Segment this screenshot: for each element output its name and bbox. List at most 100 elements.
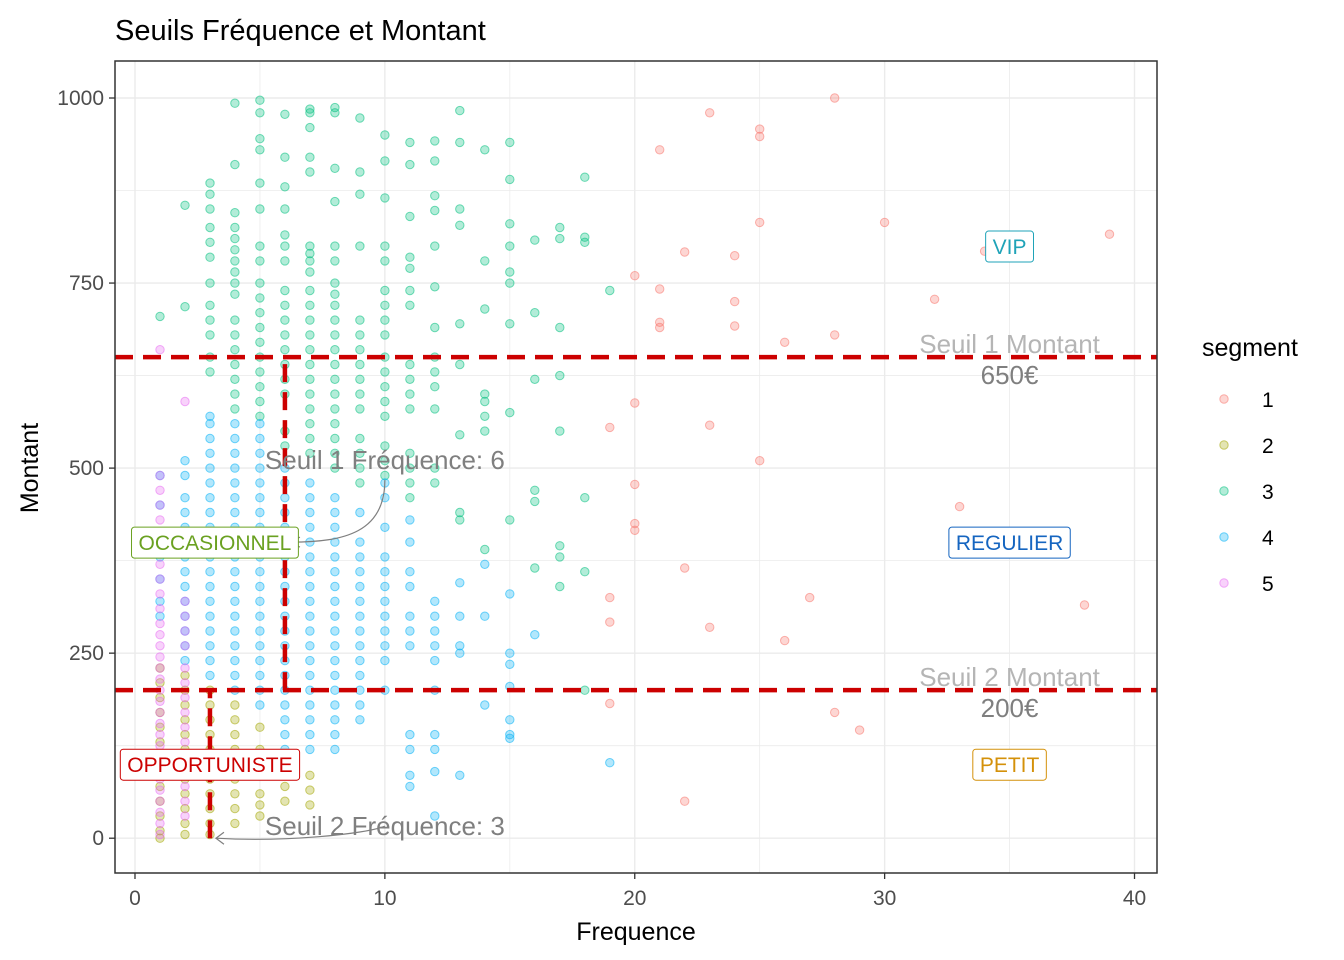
data-point — [380, 596, 390, 606]
data-point — [280, 109, 290, 120]
data-point — [380, 193, 390, 203]
data-point — [430, 241, 440, 251]
data-point — [155, 470, 165, 481]
data-point — [255, 278, 265, 288]
segment-label-opportuniste: OPPORTUNISTE — [119, 748, 301, 781]
data-point — [205, 626, 215, 636]
data-point — [330, 655, 340, 666]
data-point — [405, 211, 415, 222]
data-point — [405, 374, 415, 384]
data-point — [330, 596, 340, 606]
data-point — [230, 715, 240, 725]
x-tick-label: 20 — [623, 887, 646, 910]
data-point — [355, 655, 365, 666]
data-point — [505, 137, 515, 148]
data-point — [380, 241, 390, 251]
data-point — [405, 493, 415, 503]
data-point — [205, 189, 215, 199]
data-point — [230, 567, 240, 577]
data-point — [355, 537, 365, 547]
data-point — [305, 800, 315, 810]
data-point — [755, 124, 765, 134]
data-point — [255, 419, 265, 429]
data-point — [505, 589, 515, 599]
data-point — [405, 781, 415, 792]
data-point — [480, 256, 490, 266]
montant-threshold-value-1: 650€ — [981, 360, 1039, 390]
data-point — [355, 596, 365, 606]
data-point — [580, 685, 590, 695]
data-point — [230, 256, 240, 266]
data-point — [305, 493, 315, 503]
data-point — [205, 178, 215, 188]
data-point — [780, 635, 790, 646]
data-point — [305, 359, 315, 370]
data-point — [305, 315, 315, 325]
data-point — [480, 559, 490, 569]
segment-label-regulier: REGULIER — [948, 526, 1071, 559]
data-point — [1079, 600, 1090, 610]
data-point — [330, 433, 340, 444]
frequence-threshold-label-2: Seuil 2 Fréquence: 3 — [265, 811, 505, 841]
data-point — [355, 404, 365, 414]
data-point — [380, 300, 390, 310]
data-point — [455, 359, 465, 370]
data-point — [455, 105, 465, 116]
data-point — [330, 715, 340, 725]
data-point — [330, 507, 340, 518]
data-point — [355, 433, 365, 444]
data-point — [205, 596, 215, 606]
data-point — [655, 284, 665, 294]
data-point — [255, 178, 265, 188]
data-point — [255, 800, 265, 810]
data-point — [330, 419, 340, 429]
data-point — [180, 396, 190, 407]
data-point — [305, 167, 315, 177]
data-point — [305, 729, 315, 740]
data-point — [205, 300, 215, 310]
data-point — [380, 470, 390, 481]
data-point — [405, 463, 415, 473]
data-point — [480, 411, 490, 421]
data-point — [305, 478, 315, 488]
legend-label-1: 1 — [1262, 389, 1274, 412]
data-point — [255, 700, 265, 710]
data-point — [605, 285, 615, 296]
data-point — [230, 222, 240, 233]
data-point — [830, 707, 840, 718]
data-point — [155, 515, 165, 525]
series-5 — [155, 345, 190, 840]
data-point — [230, 208, 240, 218]
data-point — [155, 630, 165, 640]
data-point — [355, 478, 365, 488]
legend-key-3 — [1219, 486, 1229, 496]
data-point — [580, 237, 590, 248]
data-point — [430, 596, 440, 606]
data-point — [430, 766, 440, 777]
data-point — [455, 578, 465, 588]
data-point — [305, 433, 315, 444]
data-point — [255, 611, 265, 621]
data-point — [1104, 229, 1115, 239]
data-point — [255, 478, 265, 488]
data-point — [305, 345, 315, 355]
data-point — [505, 278, 515, 288]
data-point — [230, 818, 240, 829]
frequence-threshold-arrowhead-2 — [214, 831, 225, 845]
data-point — [205, 419, 215, 429]
data-point — [255, 256, 265, 266]
data-point — [330, 700, 340, 710]
data-point — [230, 267, 240, 277]
x-tick-label: 0 — [129, 887, 141, 910]
data-point — [430, 191, 440, 201]
data-point — [255, 396, 265, 407]
data-point — [380, 441, 390, 451]
data-point — [455, 507, 465, 518]
data-point — [305, 267, 315, 277]
data-point — [430, 626, 440, 636]
data-point — [155, 781, 165, 792]
data-point — [380, 626, 390, 636]
data-point — [879, 217, 890, 228]
data-point — [330, 729, 340, 740]
data-point — [305, 770, 315, 780]
